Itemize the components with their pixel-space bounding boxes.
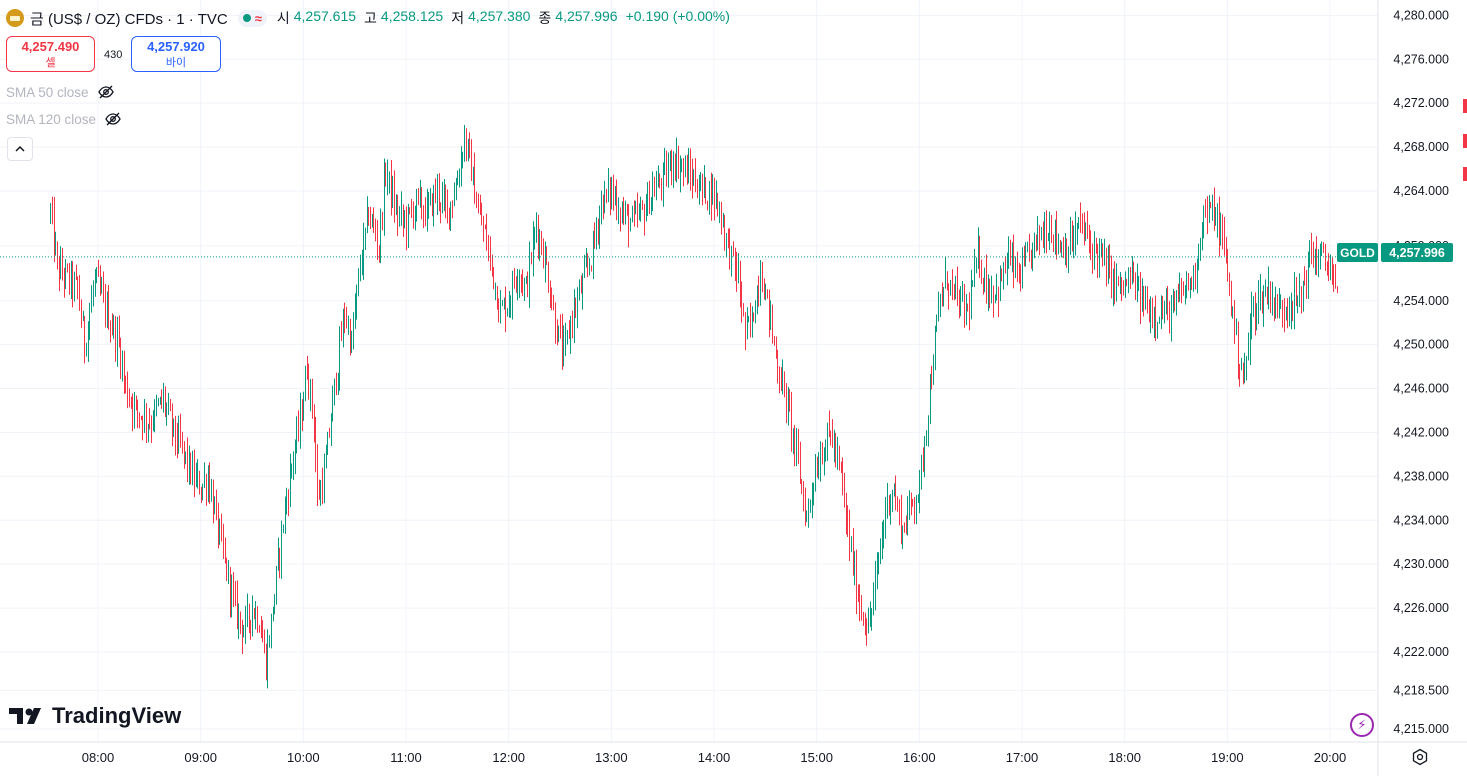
alert-marker <box>1463 134 1467 148</box>
x-tick-label: 11:00 <box>390 750 422 765</box>
y-tick-label: 4,254.000 <box>1393 294 1449 308</box>
y-tick-label: 4,280.000 <box>1393 8 1449 22</box>
symbol-tag-label: GOLD <box>1340 246 1375 260</box>
y-tick-label: 4,268.000 <box>1393 140 1449 154</box>
close-label: 종 <box>538 10 552 26</box>
spread-value: 430 <box>104 49 123 61</box>
x-tick-label: 18:00 <box>1108 750 1141 765</box>
low-label: 저 <box>451 10 465 26</box>
alert-marker <box>1463 99 1467 113</box>
y-tick-label: 4,272.000 <box>1393 96 1449 110</box>
x-tick-label: 12:00 <box>492 750 525 765</box>
y-tick-label: 4,222.000 <box>1393 645 1449 659</box>
ohlc-values: 시 4,257.615 고 4,258.125 저 4,257.380 종 4,257.… <box>277 8 734 28</box>
brand-name: TradingView <box>52 703 182 728</box>
tradingview-logo-icon <box>9 708 41 724</box>
change-value: +0.190 (+0.00%) <box>625 8 730 24</box>
x-tick-label: 16:00 <box>903 750 936 765</box>
last-price-tag: 4,257.996 <box>1381 243 1453 262</box>
y-tick-label: 4,238.000 <box>1393 469 1449 483</box>
y-tick-label: 4,276.000 <box>1393 52 1449 66</box>
y-tick-label: 4,246.000 <box>1393 382 1449 396</box>
y-tick-label: 4,226.000 <box>1393 601 1449 615</box>
buy-price: 4,257.920 <box>147 38 205 54</box>
x-tick-label: 17:00 <box>1006 750 1039 765</box>
y-tick-label: 4,215.000 <box>1393 722 1449 736</box>
sell-label: 셀 <box>45 56 56 69</box>
tradingview-logo[interactable]: TradingView <box>9 703 181 729</box>
high-label: 고 <box>364 10 377 26</box>
x-tick-label: 15:00 <box>800 750 833 765</box>
y-tick-label: 4,242.000 <box>1393 425 1449 439</box>
y-tick-label: 4,230.000 <box>1393 557 1449 571</box>
buy-label: 바이 <box>165 56 187 69</box>
open-label: 시 <box>276 10 290 26</box>
eye-hidden-icon[interactable] <box>97 83 115 101</box>
symbol-title[interactable]: 금 (US$ / OZ) CFDs · 1 · TVC <box>30 10 228 28</box>
candlestick-series <box>50 124 1338 689</box>
indicator-sma-120[interactable]: SMA 120 close <box>6 110 122 128</box>
high-value: 4,258.125 <box>380 8 444 24</box>
x-tick-label: 20:00 <box>1314 750 1347 765</box>
indicator-sma-50[interactable]: SMA 50 close <box>6 83 115 101</box>
chart-legend-header: 금 (US$ / OZ) CFDs · 1 · TVC ≈ 시 4,257.615… <box>6 7 734 29</box>
close-value: 4,257.996 <box>555 8 618 24</box>
approx-wave-icon: ≈ <box>254 10 262 26</box>
open-value: 4,257.615 <box>293 8 357 24</box>
sell-button[interactable]: 4,257.490 셀 <box>6 36 95 72</box>
eye-hidden-icon[interactable] <box>104 110 122 128</box>
y-tick-label: 4,218.500 <box>1393 683 1449 697</box>
collapse-legend-button[interactable] <box>7 137 33 161</box>
market-open-dot-icon <box>242 14 251 22</box>
low-value: 4,257.380 <box>468 8 531 24</box>
settings-gear-icon[interactable] <box>1410 747 1430 767</box>
sell-price: 4,257.490 <box>21 38 80 54</box>
x-tick-label: 09:00 <box>184 750 217 765</box>
y-tick-label: 4,264.000 <box>1393 184 1449 198</box>
x-tick-label: 10:00 <box>287 750 320 765</box>
chevron-up-icon <box>15 145 25 152</box>
x-tick-label: 19:00 <box>1211 750 1244 765</box>
buy-button[interactable]: 4,257.920 바이 <box>131 36 221 72</box>
chart-grid <box>0 0 1378 742</box>
y-tick-label: 4,234.000 <box>1393 513 1449 527</box>
x-tick-label: 08:00 <box>82 750 115 765</box>
indicator-label: SMA 120 close <box>6 111 97 127</box>
lightning-icon[interactable]: ⚡ <box>1350 713 1374 737</box>
indicator-label: SMA 50 close <box>6 84 89 100</box>
y-tick-label: 4,250.000 <box>1393 338 1449 352</box>
x-tick-label: 13:00 <box>595 750 628 765</box>
alert-marker <box>1463 167 1467 181</box>
gold-bar-icon <box>6 9 24 27</box>
price-axis[interactable]: 4,280.000 4,276.000 4,272.000 4,268.000 4,26… <box>1377 0 1449 776</box>
time-axis[interactable]: 08:00 09:00 10:00 11:00 12:00 13:00 14:00 15:00… <box>0 741 1467 765</box>
symbol-price-tag: GOLD <box>1337 243 1378 262</box>
last-price-label: 4,257.996 <box>1389 246 1445 260</box>
x-tick-label: 14:00 <box>698 750 731 765</box>
market-status-pill[interactable]: ≈ <box>237 9 267 27</box>
